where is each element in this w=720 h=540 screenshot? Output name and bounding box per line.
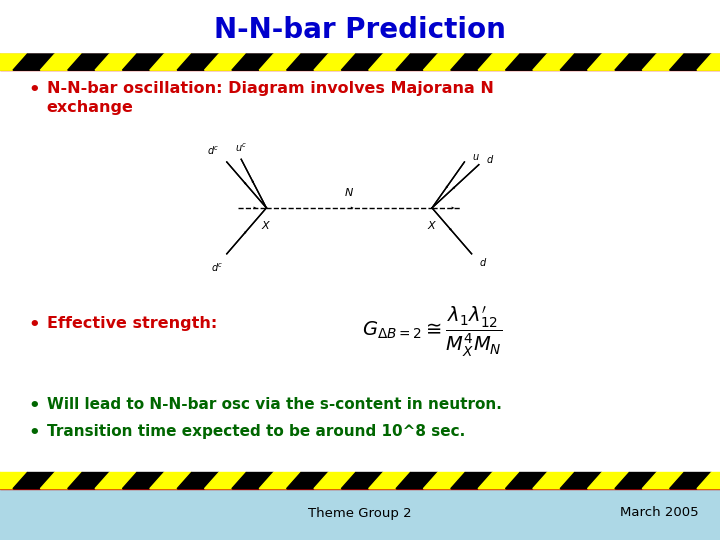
Bar bbox=[0, 54, 720, 70]
Text: N-N-bar Prediction: N-N-bar Prediction bbox=[214, 16, 506, 44]
Text: $u$: $u$ bbox=[472, 152, 480, 162]
Polygon shape bbox=[341, 54, 383, 70]
Polygon shape bbox=[423, 472, 465, 489]
Text: March 2005: March 2005 bbox=[620, 507, 698, 519]
Text: Theme Group 2: Theme Group 2 bbox=[308, 507, 412, 519]
Text: $G_{\Delta B=2} \cong \dfrac{\lambda_1 \lambda_{12}^{\prime}}{M^4_X M_N}$: $G_{\Delta B=2} \cong \dfrac{\lambda_1 \… bbox=[361, 305, 503, 360]
Polygon shape bbox=[697, 472, 720, 489]
Polygon shape bbox=[95, 54, 137, 70]
Text: $X$: $X$ bbox=[427, 219, 437, 231]
Polygon shape bbox=[122, 54, 164, 70]
Polygon shape bbox=[95, 472, 137, 489]
Polygon shape bbox=[13, 54, 55, 70]
Text: $d$: $d$ bbox=[486, 153, 494, 165]
Polygon shape bbox=[232, 472, 274, 489]
Polygon shape bbox=[560, 472, 602, 489]
Polygon shape bbox=[314, 54, 356, 70]
Text: $d$: $d$ bbox=[479, 256, 487, 268]
Text: •: • bbox=[29, 316, 40, 334]
Polygon shape bbox=[122, 472, 164, 489]
Polygon shape bbox=[0, 54, 27, 70]
Polygon shape bbox=[13, 472, 55, 489]
Polygon shape bbox=[68, 54, 109, 70]
Polygon shape bbox=[396, 54, 438, 70]
Polygon shape bbox=[287, 472, 328, 489]
Polygon shape bbox=[505, 54, 547, 70]
Polygon shape bbox=[232, 54, 274, 70]
Bar bbox=[0, 489, 720, 540]
Text: $u^c$: $u^c$ bbox=[235, 141, 248, 154]
Polygon shape bbox=[204, 54, 246, 70]
Text: $X$: $X$ bbox=[261, 219, 271, 231]
Polygon shape bbox=[615, 472, 657, 489]
Polygon shape bbox=[177, 472, 219, 489]
Polygon shape bbox=[451, 54, 492, 70]
Polygon shape bbox=[0, 472, 27, 489]
Polygon shape bbox=[259, 54, 301, 70]
Polygon shape bbox=[670, 54, 711, 70]
Text: $N$: $N$ bbox=[344, 186, 354, 198]
Polygon shape bbox=[396, 472, 438, 489]
Bar bbox=[0, 472, 720, 489]
Text: N-N-bar oscillation: Diagram involves Majorana N: N-N-bar oscillation: Diagram involves Ma… bbox=[47, 81, 494, 96]
Polygon shape bbox=[670, 472, 711, 489]
Polygon shape bbox=[150, 472, 192, 489]
Polygon shape bbox=[588, 472, 629, 489]
Polygon shape bbox=[451, 472, 492, 489]
Polygon shape bbox=[68, 472, 109, 489]
Polygon shape bbox=[505, 472, 547, 489]
Polygon shape bbox=[642, 54, 684, 70]
Polygon shape bbox=[588, 54, 629, 70]
Polygon shape bbox=[533, 472, 575, 489]
Text: •: • bbox=[29, 397, 40, 415]
Polygon shape bbox=[259, 472, 301, 489]
Polygon shape bbox=[697, 54, 720, 70]
Text: exchange: exchange bbox=[47, 100, 134, 115]
Polygon shape bbox=[533, 54, 575, 70]
Polygon shape bbox=[642, 472, 684, 489]
Text: Transition time expected to be around 10^8 sec.: Transition time expected to be around 10… bbox=[47, 424, 465, 439]
Polygon shape bbox=[150, 54, 192, 70]
Text: $d^c$: $d^c$ bbox=[207, 144, 220, 157]
Text: •: • bbox=[29, 424, 40, 442]
Polygon shape bbox=[314, 472, 356, 489]
Text: Effective strength:: Effective strength: bbox=[47, 316, 217, 331]
Polygon shape bbox=[177, 54, 219, 70]
Polygon shape bbox=[423, 54, 465, 70]
Polygon shape bbox=[478, 472, 520, 489]
Polygon shape bbox=[341, 472, 383, 489]
Polygon shape bbox=[369, 54, 410, 70]
Polygon shape bbox=[287, 54, 328, 70]
Polygon shape bbox=[615, 54, 657, 70]
Text: •: • bbox=[29, 81, 40, 99]
Polygon shape bbox=[40, 54, 82, 70]
Polygon shape bbox=[560, 54, 602, 70]
Polygon shape bbox=[40, 472, 82, 489]
Text: Will lead to N-N-bar osc via the s-content in neutron.: Will lead to N-N-bar osc via the s-conte… bbox=[47, 397, 502, 412]
Polygon shape bbox=[478, 54, 520, 70]
Polygon shape bbox=[204, 472, 246, 489]
Polygon shape bbox=[369, 472, 410, 489]
Text: $d^c$: $d^c$ bbox=[211, 262, 223, 274]
